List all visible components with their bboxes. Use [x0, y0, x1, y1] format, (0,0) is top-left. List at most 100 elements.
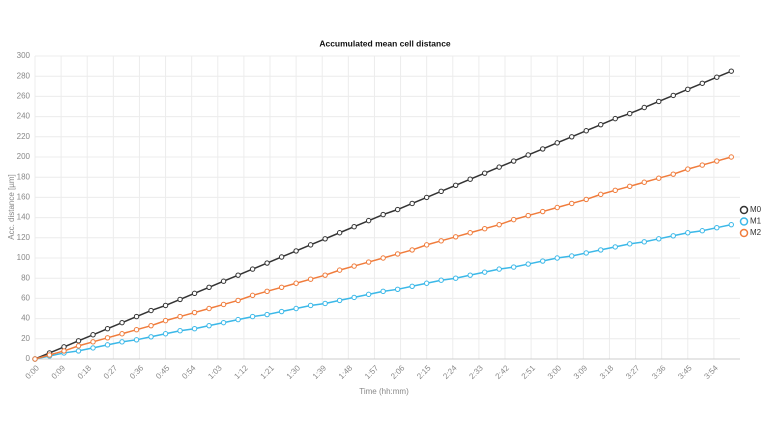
data-point — [90, 345, 96, 351]
data-point — [423, 280, 430, 286]
data-point — [351, 294, 357, 301]
legend-marker — [739, 217, 749, 226]
x-tick-label: 0:54 — [180, 363, 198, 381]
data-point — [249, 292, 256, 299]
data-point — [322, 272, 328, 278]
data-point — [249, 313, 256, 320]
data-point — [336, 230, 343, 236]
y-tick-label: 120 — [17, 233, 31, 242]
data-point — [206, 305, 212, 312]
data-point — [423, 242, 430, 248]
data-point — [481, 269, 488, 275]
data-point — [394, 286, 401, 293]
data-point — [409, 247, 415, 253]
data-point — [162, 317, 169, 324]
x-tick-label: 1:57 — [363, 363, 381, 381]
data-point — [699, 228, 705, 234]
data-point — [598, 121, 604, 128]
y-tick-label: 20 — [21, 334, 30, 343]
legend-label: M1 — [750, 217, 762, 226]
legend-marker — [739, 205, 749, 215]
y-axis-label: Acc. distance [µm] — [7, 174, 16, 240]
data-point — [133, 313, 140, 320]
data-point — [511, 158, 517, 164]
data-point — [380, 255, 386, 261]
data-point — [380, 211, 386, 218]
y-tick-label: 40 — [21, 314, 30, 323]
data-point — [685, 166, 691, 172]
y-tick-label: 260 — [17, 92, 31, 101]
data-point — [75, 348, 82, 354]
data-point — [612, 244, 618, 250]
data-point — [293, 305, 299, 312]
data-point — [641, 104, 647, 111]
data-point — [525, 212, 531, 219]
data-point — [162, 331, 169, 337]
data-point — [278, 284, 285, 290]
y-tick-label: 140 — [17, 213, 31, 222]
data-point — [511, 216, 517, 223]
data-point — [656, 98, 662, 105]
x-tick-label: 3:45 — [676, 363, 694, 381]
data-point — [351, 223, 357, 230]
data-point — [293, 248, 299, 254]
data-point — [525, 261, 531, 267]
data-point — [394, 206, 401, 213]
data-point — [409, 283, 415, 289]
data-point — [627, 241, 633, 247]
data-point — [438, 238, 444, 244]
data-point — [191, 309, 198, 316]
data-point — [496, 221, 502, 228]
y-tick-label: 0 — [26, 354, 31, 363]
data-point — [641, 179, 647, 185]
data-point — [278, 254, 285, 260]
data-point — [322, 236, 328, 242]
data-point — [220, 319, 227, 326]
data-point — [438, 188, 444, 195]
x-tick-label: 2:24 — [441, 363, 459, 381]
legend-label: M2 — [750, 228, 762, 237]
data-point — [612, 187, 618, 194]
y-tick-label: 240 — [17, 112, 31, 121]
data-point — [177, 296, 183, 303]
data-point — [409, 200, 415, 207]
data-point — [714, 158, 720, 164]
chart-title: Accumulated mean cell distance — [319, 38, 451, 48]
x-tick-label: 2:51 — [520, 363, 538, 381]
data-point — [569, 200, 575, 207]
x-tick-label: 1:30 — [285, 363, 303, 381]
data-point — [496, 164, 502, 170]
x-tick-label: 2:15 — [415, 363, 433, 381]
data-point — [119, 331, 125, 337]
data-point — [191, 326, 198, 332]
data-point — [90, 332, 96, 338]
data-point — [264, 260, 270, 266]
x-tick-label: 0:18 — [76, 363, 94, 381]
data-point — [452, 275, 459, 281]
x-tick-label: 2:42 — [494, 363, 512, 381]
data-point — [728, 221, 734, 228]
data-point — [351, 263, 357, 269]
data-point — [162, 302, 169, 309]
data-point — [380, 288, 386, 295]
data-point — [365, 259, 372, 265]
data-point — [75, 343, 82, 349]
data-point — [46, 352, 53, 358]
data-point — [656, 175, 662, 181]
x-tick-label: 2:06 — [389, 363, 407, 381]
data-point — [583, 250, 589, 256]
x-tick-label: 0:36 — [128, 363, 146, 381]
y-tick-label: 80 — [21, 273, 30, 282]
data-point — [235, 272, 241, 278]
data-point — [540, 208, 546, 215]
data-point — [728, 68, 734, 74]
data-point — [481, 226, 488, 232]
data-point — [206, 322, 212, 329]
data-point — [467, 176, 473, 182]
data-point — [540, 258, 546, 264]
y-tick-label: 160 — [17, 193, 31, 202]
data-point — [365, 291, 372, 298]
data-point — [685, 230, 691, 236]
x-tick-label: 3:00 — [546, 363, 564, 381]
data-point — [714, 74, 720, 80]
